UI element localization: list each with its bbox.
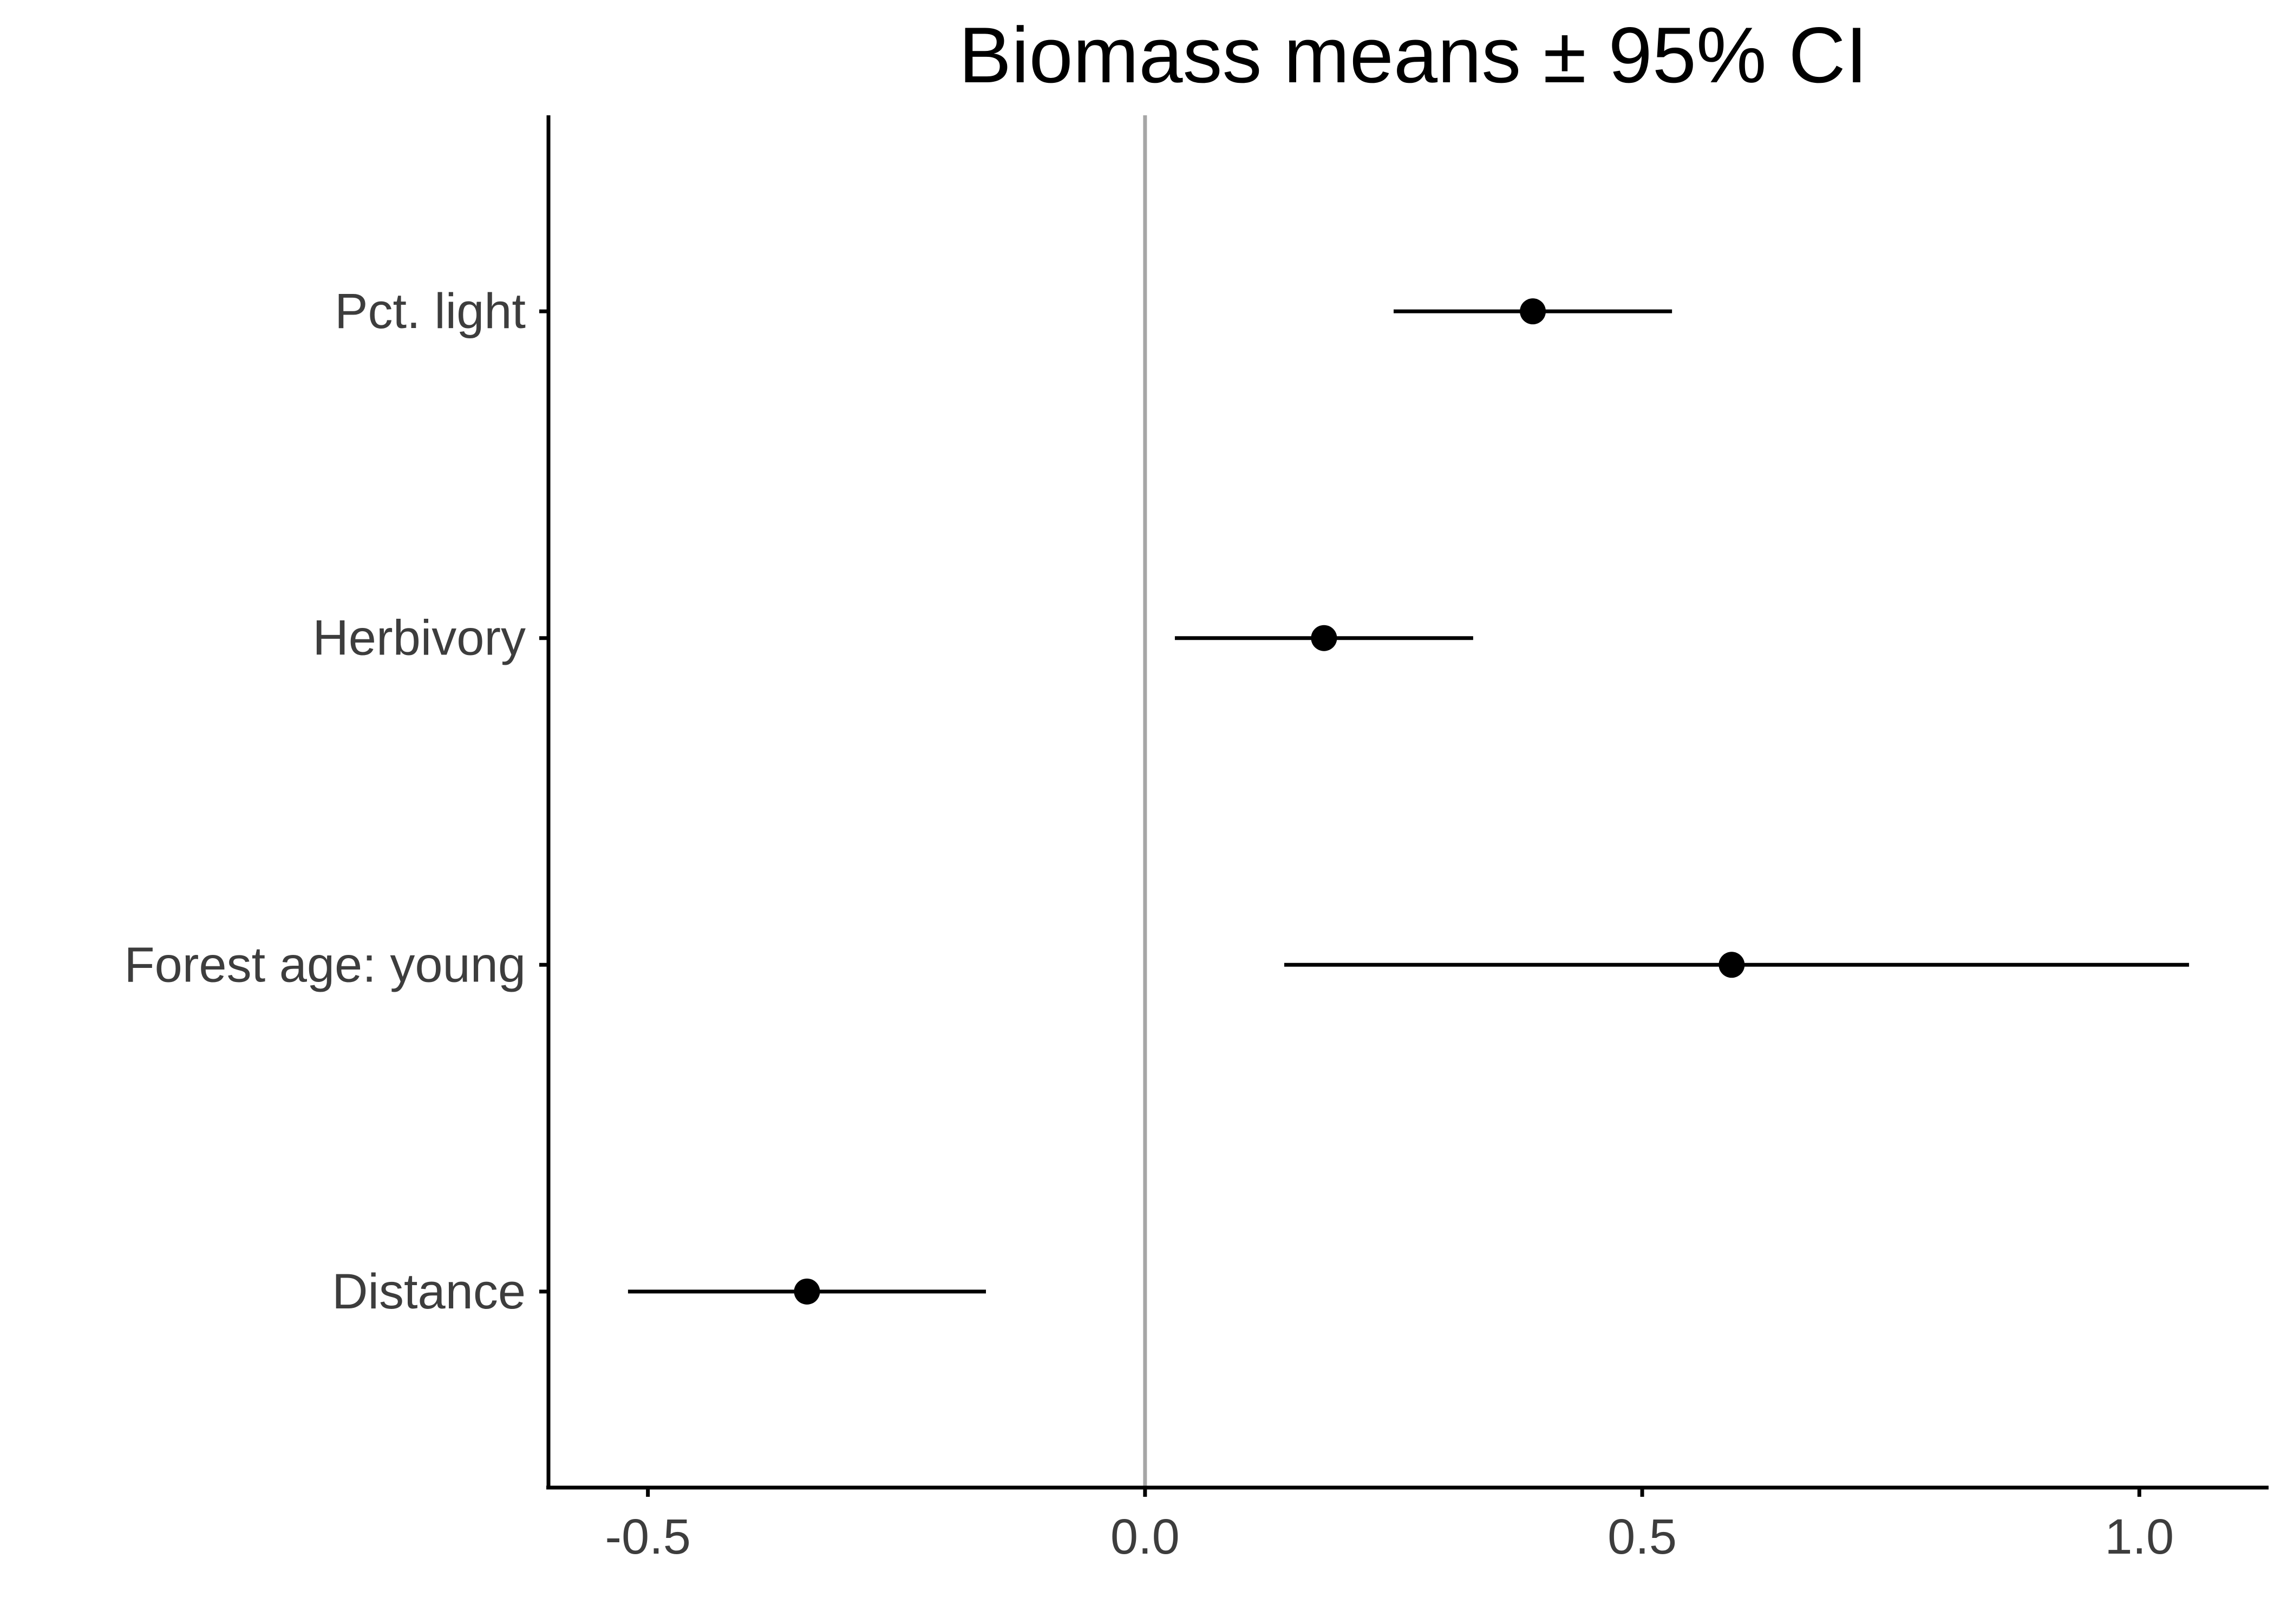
mean-point-forest-age-young — [1718, 952, 1745, 978]
axes — [546, 115, 2269, 1490]
x-tick-label-1: 0.0 — [1110, 1509, 1180, 1564]
y-tick-label-herbivory: Herbivory — [312, 611, 526, 666]
x-tick-label-3: 1.0 — [2105, 1509, 2174, 1564]
y-tick-label-distance: Distance — [332, 1264, 526, 1319]
x-tick-label-0: -0.5 — [605, 1509, 691, 1564]
point-range-forest-age-young — [1284, 952, 2190, 978]
point-range-marks — [628, 298, 2190, 1305]
mean-point-distance — [794, 1278, 820, 1305]
x-tick-label-2: 0.5 — [1608, 1509, 1677, 1564]
mean-point-herbivory — [1311, 625, 1337, 651]
mean-point-pct-light — [1520, 298, 1546, 325]
point-range-pct-light — [1393, 298, 1672, 325]
y-ticks: Pct. light Herbivory Forest age: young Dist… — [124, 284, 548, 1319]
y-tick-label-forest-age-young: Forest age: young — [124, 937, 526, 992]
point-range-distance — [628, 1278, 986, 1305]
x-ticks: -0.5 0.0 0.5 1.0 — [605, 1488, 2174, 1564]
chart-title: Biomass means ± 95% CI — [959, 11, 1868, 99]
point-range-herbivory — [1174, 625, 1473, 651]
y-tick-label-pct-light: Pct. light — [335, 284, 526, 339]
